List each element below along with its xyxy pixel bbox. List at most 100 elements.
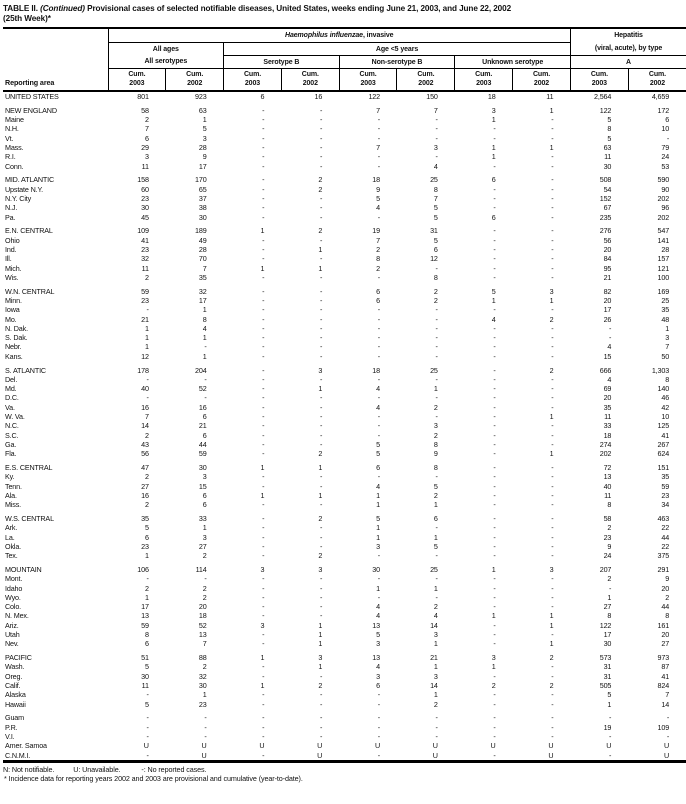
value-cell: -	[377, 133, 380, 143]
reporting-area-cell: N.H.	[5, 124, 19, 134]
value-cell: 28	[661, 244, 670, 254]
value-cell: -	[262, 592, 265, 602]
value-cell: -	[609, 750, 612, 760]
value-cell: -	[262, 551, 265, 561]
value-cell: 6	[491, 175, 496, 185]
value-cell: 58	[141, 105, 149, 115]
value-cell: -	[551, 212, 554, 222]
value-cell: -	[493, 124, 496, 134]
value-cell: -	[319, 212, 323, 222]
value-cell: 3	[376, 639, 380, 649]
value-cell: 122	[368, 92, 380, 101]
value-cell: 1	[144, 592, 149, 602]
table-row: Fla. 56 59-2 5 9-1 202 624	[3, 449, 686, 458]
reporting-area-cell: Ark.	[5, 523, 18, 533]
value-cell: -	[551, 161, 554, 171]
value-cell: 1	[433, 662, 438, 672]
value-cell: 5	[144, 699, 149, 709]
value-cell: 33	[198, 513, 207, 523]
table-row: Pa. 45 30 - - - 5 6 - 235 202	[3, 213, 686, 222]
value-cell: -	[319, 314, 323, 324]
value-cell: -	[551, 184, 554, 194]
reporting-area-cell: Ind.	[5, 244, 17, 254]
value-cell: 7	[376, 142, 380, 152]
value-cell: -	[551, 384, 554, 394]
value-cell: 1	[260, 653, 265, 663]
value-cell: 5	[376, 193, 380, 203]
table-row: Va. 16 16- -4 2- -35 42	[3, 403, 686, 412]
value-cell: -	[319, 690, 323, 700]
value-cell: 4	[607, 342, 612, 352]
value-cell: 6	[376, 286, 380, 296]
value-cell: -	[435, 374, 438, 384]
value-cell: 30	[198, 212, 207, 222]
value-cell: 3	[665, 333, 670, 343]
value-cell: -	[319, 193, 323, 203]
value-cell: -	[319, 574, 323, 584]
value-cell: 1	[318, 490, 323, 500]
value-cell: 6	[202, 430, 207, 440]
value-cell: -	[262, 402, 265, 412]
reporting-area-cell: Vt.	[5, 133, 14, 143]
value-cell: 1	[433, 690, 438, 700]
value-cell: -	[551, 430, 554, 440]
value-cell: -	[319, 254, 323, 264]
value-cell: -	[262, 393, 265, 403]
value-cell: 157	[657, 254, 670, 264]
value-cell: 25	[430, 175, 438, 185]
value-cell: -	[493, 384, 496, 394]
value-cell: -	[204, 732, 207, 741]
value-cell: 3	[144, 152, 149, 162]
value-cell: -	[666, 732, 670, 741]
value-cell: -	[551, 592, 554, 602]
value-cell: -	[377, 115, 380, 125]
value-cell: -	[262, 439, 265, 449]
value-cell: U	[490, 741, 496, 751]
table-row: N.Y. City 23 37 - - 5 7 - - 152 202	[3, 194, 686, 203]
value-cell: 88	[198, 653, 207, 663]
table-row: Calif. 11 30 1 2 6 14 2 2 505 824	[3, 681, 686, 690]
value-cell: -	[262, 602, 265, 612]
value-cell: 2	[433, 295, 438, 305]
value-cell: -	[319, 611, 323, 621]
value-cell: 204	[195, 365, 207, 375]
value-cell: 20	[603, 393, 612, 403]
value-cell: 1	[433, 639, 438, 649]
value-cell: 18	[372, 365, 380, 375]
column-header-cum-2003: Cum. 2003	[223, 68, 282, 92]
value-cell: -	[319, 333, 323, 343]
reporting-area-cell: N. Mex.	[5, 611, 29, 621]
value-cell: 1	[549, 449, 554, 459]
value-cell: 7	[144, 412, 149, 421]
value-cell: 1	[491, 564, 496, 574]
value-cell: 9	[376, 184, 380, 194]
value-cell: 5	[607, 690, 612, 700]
value-cell: -	[204, 342, 207, 352]
value-cell: 72	[603, 462, 612, 472]
value-cell: 1	[260, 490, 265, 500]
value-cell: -	[319, 732, 323, 741]
value-cell: 10	[661, 412, 670, 421]
table-row: Nebr. 1 - - - - - - - 4 7	[3, 342, 686, 351]
value-cell: 8	[433, 272, 438, 282]
table-row: PACIFIC 51 88 1 3 13 21 3 2 573 973	[3, 649, 686, 663]
value-cell: 2	[318, 551, 323, 561]
value-cell: -	[319, 412, 323, 421]
table-row: Okla. 23 27 - - 3 5 - - 9 22	[3, 542, 686, 551]
value-cell: 624	[657, 449, 670, 459]
value-cell: -	[435, 732, 438, 741]
value-cell: -	[262, 152, 265, 162]
value-cell: 16	[141, 490, 149, 500]
reporting-area-cell: S. ATLANTIC	[5, 365, 46, 375]
value-cell: 32	[198, 286, 207, 296]
reporting-area-cell: Va.	[5, 402, 15, 412]
legend-not-notifiable: N: Not notifiable.	[3, 764, 55, 774]
table-row: Ind. 23 28 - 1 2 6 - - 20 28	[3, 245, 686, 254]
value-cell: 16	[141, 402, 149, 412]
value-cell: 1	[665, 323, 670, 333]
table-row: Ga. 43 44 - - 5 8 - - 274 267	[3, 440, 686, 449]
value-cell: -	[493, 393, 496, 403]
value-cell: 125	[657, 421, 670, 431]
value-cell: -	[146, 722, 149, 732]
all-ages-label: All ages	[152, 45, 179, 53]
